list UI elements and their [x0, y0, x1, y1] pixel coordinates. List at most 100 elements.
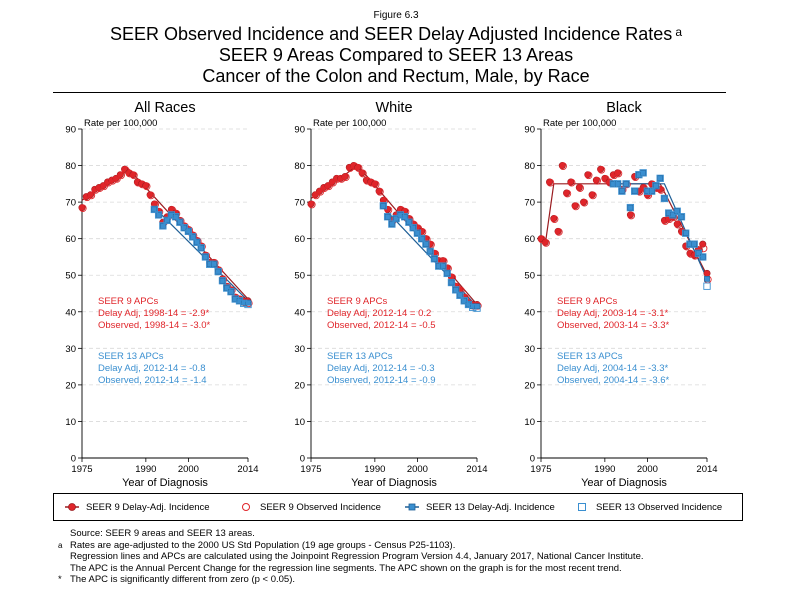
data-point-seer13-observed	[660, 194, 669, 203]
data-point-seer13-delay	[159, 222, 166, 229]
legend-item-seer13-delay: SEER 13 Delay-Adj. Incidence	[404, 494, 555, 520]
data-point-seer13-delay	[704, 275, 710, 282]
data-point-seer13-delay	[414, 230, 421, 237]
data-point-seer9-observed	[320, 184, 329, 192]
data-point-seer13-observed	[422, 240, 430, 248]
data-point-seer9-observed	[83, 193, 91, 202]
data-point-seer13-delay	[678, 213, 685, 220]
footnote-a: a Rates are age-adjusted to the 2000 US S…	[58, 540, 644, 552]
title-line-3: Cancer of the Colon and Rectum, Male, by…	[202, 66, 590, 86]
y-tick-label: 70	[65, 198, 76, 209]
footnotes: Source: SEER 9 areas and SEER 13 areas. …	[58, 528, 644, 586]
data-point-seer13-delay	[384, 213, 391, 220]
data-point-seer9-observed	[542, 239, 550, 247]
data-point-seer13-delay	[194, 239, 200, 246]
x-tick-label: 1990	[364, 464, 385, 475]
data-point-seer13-delay	[151, 206, 158, 213]
apc-seer9-delay: Delay Adj, 2012-14 = 0.2	[327, 308, 431, 319]
data-point-seer13-delay	[448, 279, 455, 286]
data-point-seer13-delay	[618, 188, 625, 195]
data-point-seer13-observed	[639, 169, 647, 177]
data-point-seer13-observed	[686, 240, 694, 248]
y-tick-label: 90	[65, 125, 76, 136]
footnote-text: Regression lines and APCs are calculated…	[70, 551, 644, 562]
chart-panel-white: White Rate per 100,000 0 10 20 30 40 50 60 70 80 90…	[294, 100, 487, 489]
data-point-seer13-observed	[430, 255, 439, 263]
y-tick-label: 30	[524, 344, 535, 355]
y-axis-label: Rate per 100,000	[543, 118, 616, 129]
data-point-seer9-observed	[117, 171, 125, 180]
x-tick-label: 1990	[594, 464, 615, 475]
y-tick-label: 50	[294, 271, 305, 282]
data-point-seer13-delay	[155, 212, 162, 218]
data-point-seer13-observed	[656, 174, 664, 182]
data-point-seer13-observed	[694, 249, 703, 257]
data-point-seer13-observed	[405, 218, 413, 226]
data-point-seer13-delay	[674, 208, 681, 215]
data-point-seer13-observed	[618, 187, 626, 195]
chart-panel-black: Black Rate per 100,000 0 10 20 30 40 50 60 70 80 90…	[524, 100, 717, 489]
data-point-seer9-observed	[354, 164, 363, 172]
data-point-seer13-delay	[627, 204, 634, 211]
data-point-seer13-observed	[227, 288, 235, 296]
data-point-seer13-observed	[630, 187, 639, 195]
data-point-seer13-delay	[388, 221, 395, 227]
y-tick-label: 0	[300, 454, 305, 465]
data-point-seer9-observed	[130, 171, 138, 180]
data-point-seer9-observed	[359, 169, 367, 178]
data-point-seer13-observed	[682, 229, 690, 237]
data-point-seer13-observed	[413, 229, 422, 237]
apc-seer13-heading: SEER 13 APCs	[557, 351, 623, 362]
data-point-seer9-delay	[703, 269, 711, 277]
data-point-seer13-delay	[393, 215, 400, 222]
apc-seer9-delay: Delay Adj, 1998-14 = -2.9*	[98, 308, 209, 319]
x-tick-label: 1975	[71, 464, 92, 475]
data-point-seer13-delay	[380, 202, 387, 209]
y-tick-label: 20	[65, 380, 76, 391]
data-point-seer13-delay	[474, 303, 480, 310]
data-point-seer9-observed	[589, 191, 597, 200]
panel-title: White	[375, 100, 412, 116]
y-tick-label: 90	[524, 125, 535, 136]
y-tick-label: 50	[524, 271, 535, 282]
data-point-seer9-observed	[350, 162, 359, 171]
regression-line	[613, 183, 708, 280]
data-point-seer13-observed	[189, 233, 197, 241]
footnote-text: The APC is significantly different from …	[70, 574, 296, 585]
data-point-seer13-delay	[219, 277, 226, 284]
apc-seer9-heading: SEER 9 APCs	[327, 296, 387, 307]
data-point-seer13-delay	[215, 268, 222, 275]
y-tick-label: 60	[65, 234, 76, 245]
data-point-seer13-delay	[223, 285, 230, 291]
data-point-seer13-delay	[176, 219, 183, 226]
data-point-seer9-observed	[563, 189, 572, 198]
data-point-seer9-observed	[550, 215, 559, 224]
filled-circle-line-icon	[65, 503, 79, 511]
data-point-seer9-observed	[91, 186, 100, 194]
apc-seer9-observed: Observed, 1998-14 = -3.0*	[98, 320, 211, 331]
y-tick-label: 10	[294, 417, 305, 428]
y-tick-label: 30	[65, 344, 76, 355]
data-point-seer13-delay	[461, 297, 468, 304]
footnote-marker: *	[58, 574, 62, 585]
data-point-seer13-delay	[410, 224, 417, 231]
data-point-seer9-observed	[593, 176, 601, 185]
data-point-seer13-observed	[379, 202, 388, 210]
data-point-seer13-delay	[418, 235, 425, 242]
data-point-seer13-observed	[235, 297, 244, 305]
x-tick-label: 2000	[178, 464, 199, 475]
y-tick-label: 30	[294, 344, 305, 355]
data-point-seer9-observed	[104, 178, 113, 187]
data-point-seer9-observed	[108, 176, 117, 185]
data-point-seer13-observed	[622, 180, 630, 188]
legend-item-seer9-observed: SEER 9 Observed Incidence	[238, 494, 381, 520]
data-point-seer13-delay	[682, 230, 689, 237]
data-point-seer13-observed	[244, 300, 252, 309]
data-point-seer13-observed	[452, 286, 460, 294]
data-point-seer13-delay	[202, 254, 209, 260]
data-point-seer13-observed	[163, 216, 171, 225]
data-point-seer9-observed	[333, 175, 342, 183]
data-point-seer13-observed	[396, 211, 405, 219]
data-point-seer13-observed	[443, 269, 451, 278]
footnote-a-cont-2: The APC is the Annual Percent Change for…	[58, 563, 644, 575]
